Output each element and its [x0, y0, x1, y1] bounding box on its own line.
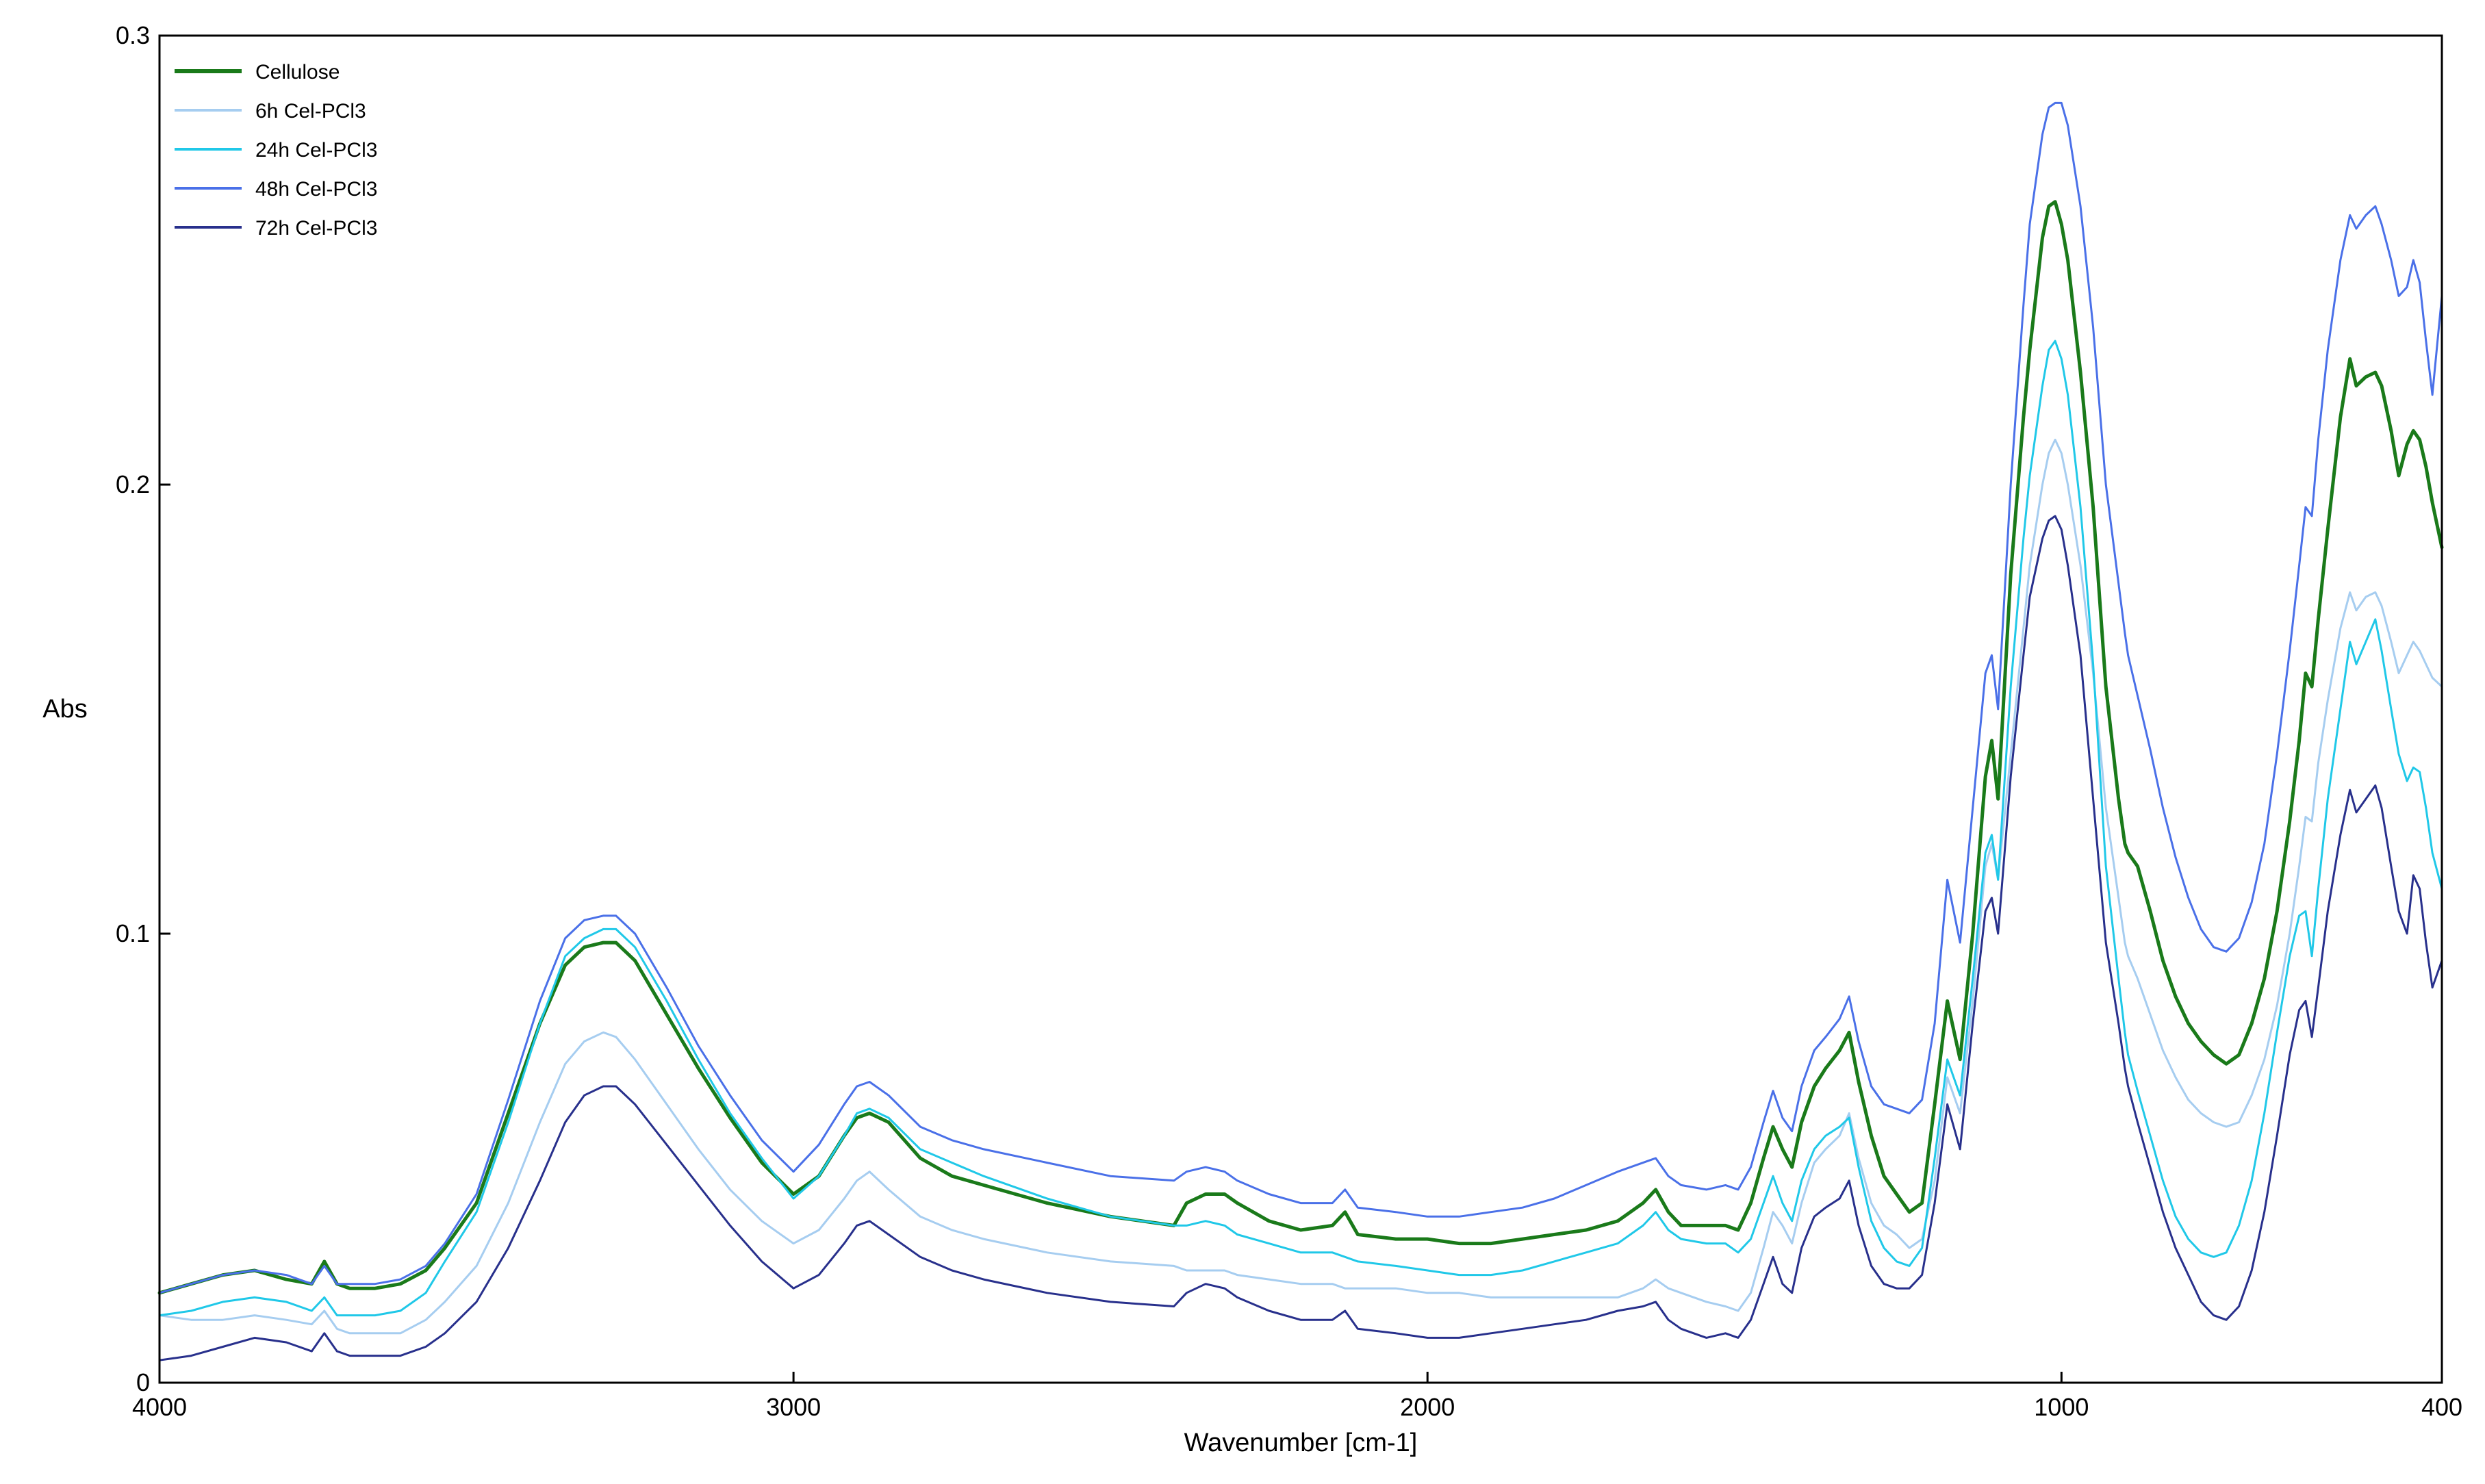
- legend-label: 48h Cel-PCl3: [255, 178, 377, 201]
- y-tick-label: 0.2: [116, 470, 150, 498]
- legend-label: Cellulose: [255, 61, 340, 84]
- legend-label: 72h Cel-PCl3: [255, 217, 377, 240]
- series-layer: [157, 101, 2444, 1361]
- x-tick-label: 400: [2421, 1393, 2462, 1421]
- series-line-cellulose: [157, 200, 2444, 1295]
- plot-frame: [158, 34, 2443, 1384]
- y-tick-label: 0: [136, 1368, 150, 1396]
- y-tick-label: 0.1: [116, 919, 150, 947]
- legend-label: 24h Cel-PCl3: [255, 139, 377, 162]
- x-axis-label: Wavenumber [cm-1]: [1184, 1429, 1418, 1457]
- x-tick-label: 3000: [766, 1393, 821, 1421]
- legend-label: 6h Cel-PCl3: [255, 100, 366, 123]
- legend: Cellulose 6h Cel-PCl3 24h Cel-PCl3 48h Cel-…: [175, 61, 377, 240]
- series-line-6h-cel-pcl3: [158, 438, 2443, 1335]
- series-line-72h-cel-pcl3: [158, 515, 2443, 1361]
- series-line-48h-cel-pcl3: [158, 101, 2443, 1294]
- x-tick-label: 2000: [1400, 1393, 1455, 1421]
- y-tick-label: 0.3: [116, 21, 150, 49]
- x-tick-label: 1000: [2034, 1393, 2089, 1421]
- series-line-24h-cel-pcl3: [158, 340, 2443, 1317]
- y-axis-label: Abs: [42, 695, 87, 724]
- x-tick-label: 4000: [132, 1393, 187, 1421]
